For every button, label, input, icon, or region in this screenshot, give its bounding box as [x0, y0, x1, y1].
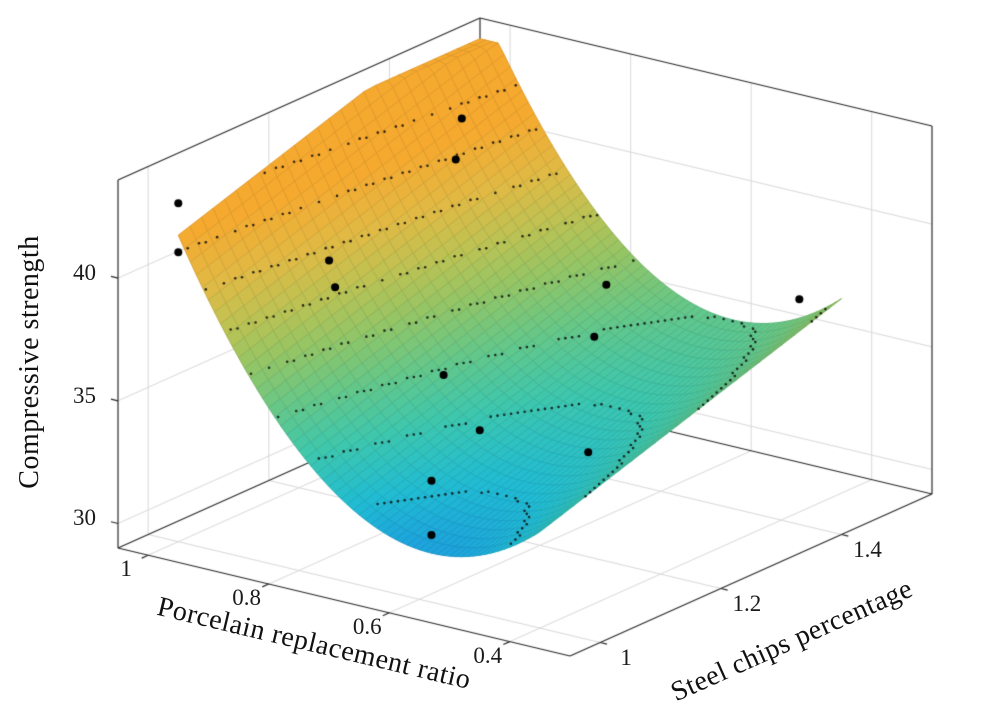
x-tick-label: 0.6: [352, 613, 382, 639]
y-tick-label: 1: [620, 644, 632, 670]
y-tick-label: 1.2: [732, 590, 762, 616]
y-tick-label: 1.4: [853, 536, 882, 562]
z-tick-label: 40: [73, 260, 96, 286]
x-tick-label: 1: [120, 556, 132, 582]
z-tick-label: 35: [73, 382, 96, 408]
z-axis-label: Compressive strength: [14, 235, 45, 489]
z-tick-label: 30: [73, 505, 96, 531]
x-tick-label: 0.4: [473, 642, 503, 668]
x-tick-label: 0.8: [232, 585, 262, 610]
